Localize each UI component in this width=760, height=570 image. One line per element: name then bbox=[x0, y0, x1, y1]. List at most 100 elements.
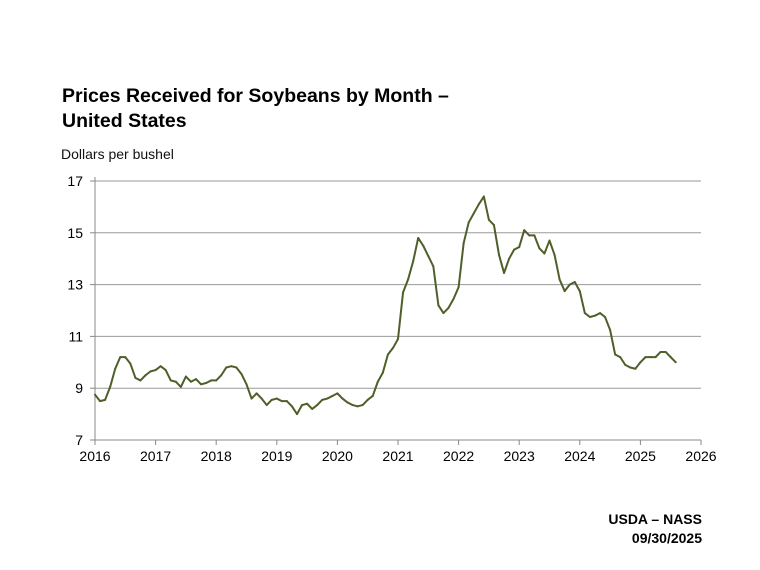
data-point bbox=[609, 328, 612, 331]
data-point bbox=[634, 367, 637, 370]
data-point bbox=[361, 404, 364, 407]
data-point bbox=[437, 304, 440, 307]
data-point bbox=[503, 271, 506, 274]
data-point bbox=[270, 398, 273, 401]
data-point bbox=[285, 400, 288, 403]
data-point bbox=[326, 397, 329, 400]
tick-labels: 7 9 11 13 15 17 2016 2017 2018 2019 2020 2021 2022 20… bbox=[67, 173, 716, 464]
source-agency: USDA – NASS bbox=[608, 511, 702, 527]
data-point bbox=[629, 366, 632, 369]
axes bbox=[90, 177, 702, 445]
data-point bbox=[149, 370, 152, 373]
data-point bbox=[210, 379, 213, 382]
chart-title-line-1: Prices Received for Soybeans by Month – bbox=[62, 85, 449, 107]
data-point bbox=[402, 291, 405, 294]
data-point bbox=[477, 203, 480, 206]
data-point bbox=[654, 356, 657, 359]
data-point bbox=[593, 314, 596, 317]
data-point bbox=[260, 397, 263, 400]
data-point bbox=[674, 361, 677, 364]
y-tick-label: 17 bbox=[67, 173, 83, 189]
data-point bbox=[154, 369, 157, 372]
data-point bbox=[614, 353, 617, 356]
data-point bbox=[351, 404, 354, 407]
data-point bbox=[543, 252, 546, 255]
source-note: USDA – NASS 09/30/2025 bbox=[608, 510, 702, 548]
data-point bbox=[432, 265, 435, 268]
source-date: 09/30/2025 bbox=[631, 530, 702, 546]
data-point bbox=[467, 221, 470, 224]
data-point bbox=[482, 195, 485, 198]
data-point bbox=[280, 400, 283, 403]
data-point bbox=[114, 367, 117, 370]
data-point bbox=[412, 260, 415, 263]
data-point bbox=[205, 382, 208, 385]
x-tick-label: 2026 bbox=[685, 448, 716, 464]
data-point bbox=[250, 397, 253, 400]
data-point bbox=[189, 380, 192, 383]
data-point bbox=[301, 404, 304, 407]
data-point bbox=[472, 212, 475, 215]
data-point bbox=[174, 380, 177, 383]
data-point bbox=[109, 385, 112, 388]
data-point bbox=[99, 400, 102, 403]
x-tick-label: 2019 bbox=[261, 448, 292, 464]
data-point bbox=[397, 337, 399, 340]
x-tick-label: 2022 bbox=[443, 448, 474, 464]
x-tick-label: 2018 bbox=[201, 448, 232, 464]
data-point bbox=[649, 356, 652, 359]
data-point bbox=[442, 312, 445, 315]
x-tick-label: 2024 bbox=[564, 448, 595, 464]
data-point bbox=[341, 397, 344, 400]
data-point bbox=[290, 405, 293, 408]
y-tick-label: 7 bbox=[75, 432, 83, 448]
data-point bbox=[553, 253, 556, 256]
data-point bbox=[386, 353, 389, 356]
x-tick-label: 2023 bbox=[504, 448, 535, 464]
data-point bbox=[588, 315, 591, 318]
data-point bbox=[94, 393, 96, 396]
data-point bbox=[129, 362, 132, 365]
data-point bbox=[624, 363, 627, 366]
data-point bbox=[452, 297, 455, 300]
data-point bbox=[225, 366, 228, 369]
data-point bbox=[604, 315, 607, 318]
data-point bbox=[391, 347, 394, 350]
data-point bbox=[230, 365, 233, 368]
data-point bbox=[417, 236, 420, 239]
data-point bbox=[346, 401, 349, 404]
data-point bbox=[659, 350, 662, 353]
data-point bbox=[407, 278, 410, 281]
data-point bbox=[124, 356, 127, 359]
data-point bbox=[215, 379, 218, 382]
data-point bbox=[235, 366, 238, 369]
data-point bbox=[144, 374, 147, 377]
x-tick-label: 2025 bbox=[625, 448, 656, 464]
y-tick-label: 15 bbox=[67, 225, 83, 241]
data-point bbox=[518, 246, 521, 249]
data-point bbox=[195, 378, 197, 381]
data-point bbox=[498, 253, 500, 256]
data-point bbox=[159, 365, 162, 368]
data-point bbox=[669, 356, 672, 359]
x-tick-label: 2017 bbox=[140, 448, 171, 464]
data-point bbox=[664, 350, 667, 353]
data-point bbox=[599, 312, 601, 315]
series-group bbox=[94, 195, 677, 416]
data-point bbox=[179, 385, 182, 388]
x-tick-label: 2021 bbox=[382, 448, 413, 464]
data-point bbox=[296, 413, 298, 416]
data-point bbox=[306, 402, 309, 405]
data-point bbox=[200, 383, 203, 386]
data-point bbox=[139, 379, 142, 382]
data-point bbox=[240, 372, 243, 375]
data-point bbox=[275, 397, 278, 400]
x-tick-label: 2016 bbox=[79, 448, 110, 464]
series-line bbox=[94, 195, 677, 416]
data-point bbox=[573, 281, 576, 284]
data-point bbox=[619, 356, 622, 359]
data-point bbox=[316, 404, 319, 407]
data-point bbox=[255, 392, 258, 395]
data-point bbox=[533, 234, 536, 237]
